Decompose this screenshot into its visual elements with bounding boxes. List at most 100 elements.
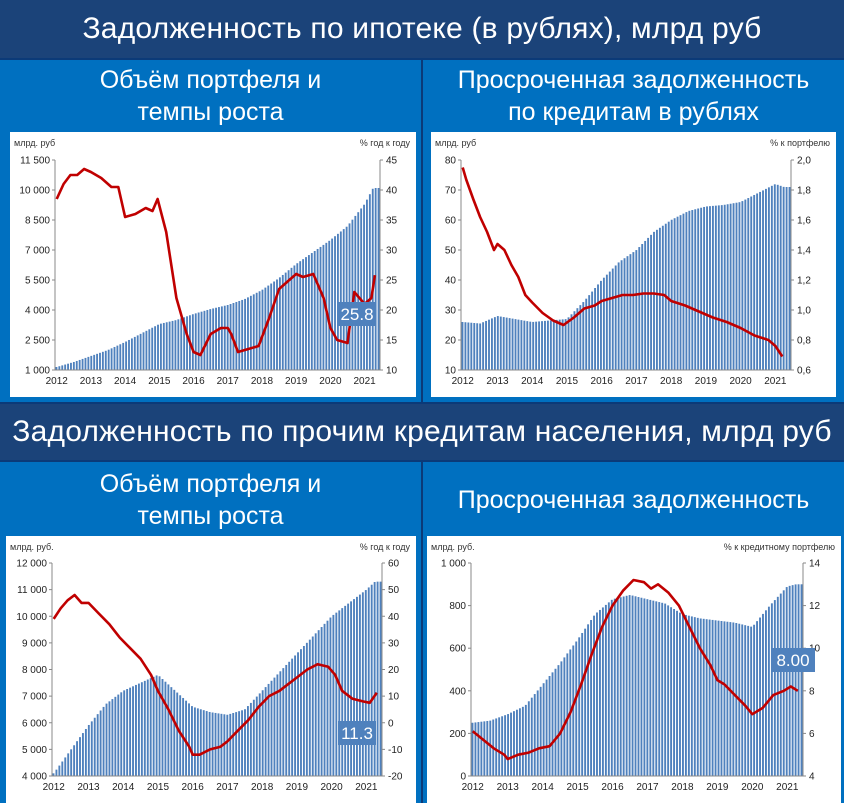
bar xyxy=(607,602,610,776)
left-tick-label: 0 xyxy=(460,772,466,783)
bar xyxy=(164,681,167,776)
bar xyxy=(679,215,682,370)
bar xyxy=(638,247,641,370)
bar xyxy=(616,597,619,776)
bar xyxy=(113,346,116,370)
line-series xyxy=(461,167,784,358)
x-tick-label: 2018 xyxy=(251,376,274,387)
left-tick-label: 1 000 xyxy=(25,366,50,377)
bar xyxy=(223,305,226,370)
bar xyxy=(640,597,643,776)
bar xyxy=(293,265,296,370)
bar xyxy=(744,625,747,776)
bar xyxy=(96,714,99,776)
bar xyxy=(329,617,332,776)
right-tick-label: 40 xyxy=(388,612,400,623)
x-tick-label: 2012 xyxy=(452,376,475,387)
bar xyxy=(670,219,673,370)
bar xyxy=(546,320,549,370)
bar xyxy=(720,621,723,776)
bar xyxy=(305,642,308,776)
left-tick-label: 2 500 xyxy=(25,336,50,347)
bar xyxy=(238,711,241,776)
x-tick-label: 2021 xyxy=(353,376,376,387)
bar xyxy=(495,718,498,776)
right-axis-unit-label: % к кредитному портфелю xyxy=(724,542,836,552)
bar xyxy=(102,706,105,776)
bar xyxy=(521,706,524,776)
bar xyxy=(773,184,776,370)
bar xyxy=(111,699,114,776)
bar xyxy=(567,317,570,370)
bar xyxy=(361,592,364,776)
bar xyxy=(520,320,523,370)
bar xyxy=(136,335,139,370)
bar xyxy=(513,711,515,776)
x-tick-label: 2016 xyxy=(182,782,205,793)
bar xyxy=(291,658,294,776)
bar xyxy=(785,187,788,370)
bar xyxy=(158,676,161,776)
x-tick-label: 2020 xyxy=(321,782,344,793)
bar xyxy=(297,652,299,776)
bar xyxy=(690,616,693,776)
right-tick-label: 10 xyxy=(386,366,398,377)
bar xyxy=(532,321,535,370)
bar xyxy=(199,709,202,776)
x-tick-label: 2020 xyxy=(730,376,753,387)
right-tick-label: 6 xyxy=(809,729,815,740)
panel-other-overdue: Просроченная задолженность млрд. руб. % к… xyxy=(423,462,844,803)
bar xyxy=(471,722,474,776)
right-tick-label: 0 xyxy=(388,718,394,729)
right-tick-label: 14 xyxy=(809,559,821,570)
bar xyxy=(563,657,566,776)
bar xyxy=(673,218,676,370)
bar xyxy=(709,206,711,370)
x-tick-label: 2018 xyxy=(251,782,274,793)
bar xyxy=(575,641,578,776)
bar xyxy=(741,201,744,370)
bar xyxy=(104,350,107,370)
bar xyxy=(602,277,605,370)
bar xyxy=(785,587,788,776)
bar xyxy=(467,322,470,370)
bar xyxy=(284,272,287,370)
bar xyxy=(573,311,576,370)
x-tick-label: 2018 xyxy=(660,376,683,387)
bar xyxy=(241,710,243,776)
bar xyxy=(601,607,604,776)
bar xyxy=(348,223,351,370)
bar xyxy=(270,680,273,776)
bar xyxy=(670,607,673,776)
bar xyxy=(220,306,223,370)
x-tick-label: 2014 xyxy=(532,782,555,793)
bar xyxy=(360,208,363,370)
bar xyxy=(319,246,322,370)
right-tick-label: 1,0 xyxy=(797,306,811,317)
bar xyxy=(782,186,785,370)
bar xyxy=(585,298,588,370)
bar xyxy=(587,624,590,776)
bar xyxy=(703,206,706,370)
x-tick-label: 2013 xyxy=(486,376,509,387)
bar xyxy=(335,612,338,776)
bar xyxy=(676,610,678,776)
bar xyxy=(67,753,70,776)
panel-title-line-2: по кредитам в рублях xyxy=(508,98,759,126)
bar xyxy=(366,199,368,370)
bar xyxy=(479,323,482,370)
bar xyxy=(376,581,379,776)
bar xyxy=(328,240,331,370)
bar xyxy=(367,587,370,776)
x-tick-label: 2016 xyxy=(182,376,205,387)
bar xyxy=(572,645,575,776)
bar xyxy=(129,687,132,776)
x-tick-label: 2015 xyxy=(566,782,589,793)
x-tick-label: 2017 xyxy=(636,782,659,793)
left-tick-label: 12 000 xyxy=(16,559,47,570)
bar xyxy=(255,292,258,370)
bar xyxy=(482,322,485,370)
x-tick-label: 2016 xyxy=(601,782,624,793)
bar xyxy=(682,614,684,776)
right-tick-label: 4 xyxy=(809,772,815,783)
